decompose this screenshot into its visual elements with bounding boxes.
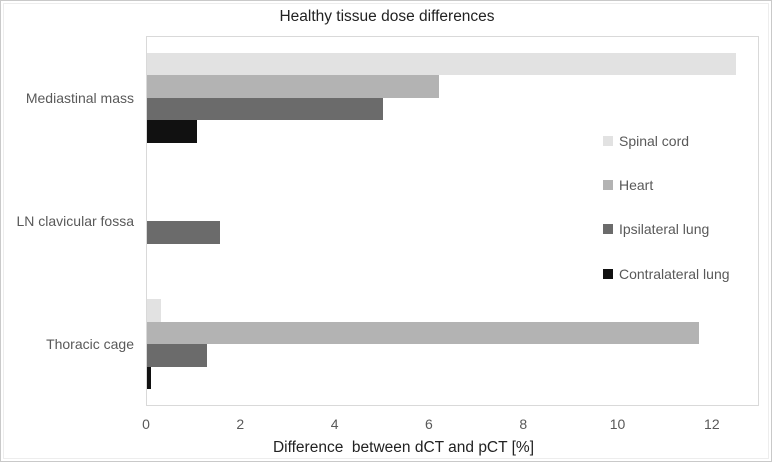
bar-ipsilateral-lung-thoracic-cage (147, 344, 207, 367)
category-label-ln-clavicular-fossa: LN clavicular fossa (16, 213, 135, 229)
x-tick-2: 2 (236, 416, 245, 432)
bar-spinal-cord-mediastinal-mass (147, 52, 736, 76)
legend-label-spinal-cord: Spinal cord (619, 133, 690, 149)
legend-swatch-ipsilateral-lung (603, 224, 613, 234)
x-tick-0: 0 (142, 416, 150, 432)
bar-heart-thoracic-cage (147, 321, 699, 345)
legend-item-ipsilateral-lung: Ipsilateral lung (603, 221, 710, 237)
bar-ipsilateral-lung-ln-clavicular-fossa (147, 221, 220, 244)
x-tick-4: 4 (330, 416, 339, 432)
x-tick-12: 12 (704, 416, 720, 432)
x-tick-8: 8 (519, 416, 528, 432)
legend-swatch-spinal-cord (603, 136, 613, 146)
x-tick-6: 6 (425, 416, 433, 432)
x-tick-10: 10 (609, 416, 626, 432)
legend-label-contralateral-lung: Contralateral lung (619, 266, 730, 282)
bar-contralateral-lung-thoracic-cage (147, 366, 151, 390)
legend-item-spinal-cord: Spinal cord (603, 133, 690, 149)
legend-label-ipsilateral-lung: Ipsilateral lung (619, 221, 710, 237)
legend-label-heart: Heart (619, 177, 654, 193)
legend-swatch-heart (603, 180, 613, 190)
category-label-mediastinal-mass: Mediastinal mass (25, 89, 134, 106)
legend-swatch-contralateral-lung (603, 269, 613, 279)
x-axis-title: Difference between dCT and pCT [%] (272, 439, 535, 456)
bar-heart-mediastinal-mass (147, 75, 439, 98)
bar-spinal-cord-thoracic-cage (147, 299, 161, 322)
bar-contralateral-lung-mediastinal-mass (147, 120, 197, 143)
chart-title: Healthy tissue dose differences (279, 8, 495, 25)
legend-item-heart: Heart (603, 177, 654, 193)
legend-item-contralateral-lung: Contralateral lung (603, 266, 730, 282)
category-label-thoracic-cage: Thoracic cage (46, 336, 134, 353)
bar-ipsilateral-lung-mediastinal-mass (147, 97, 383, 121)
